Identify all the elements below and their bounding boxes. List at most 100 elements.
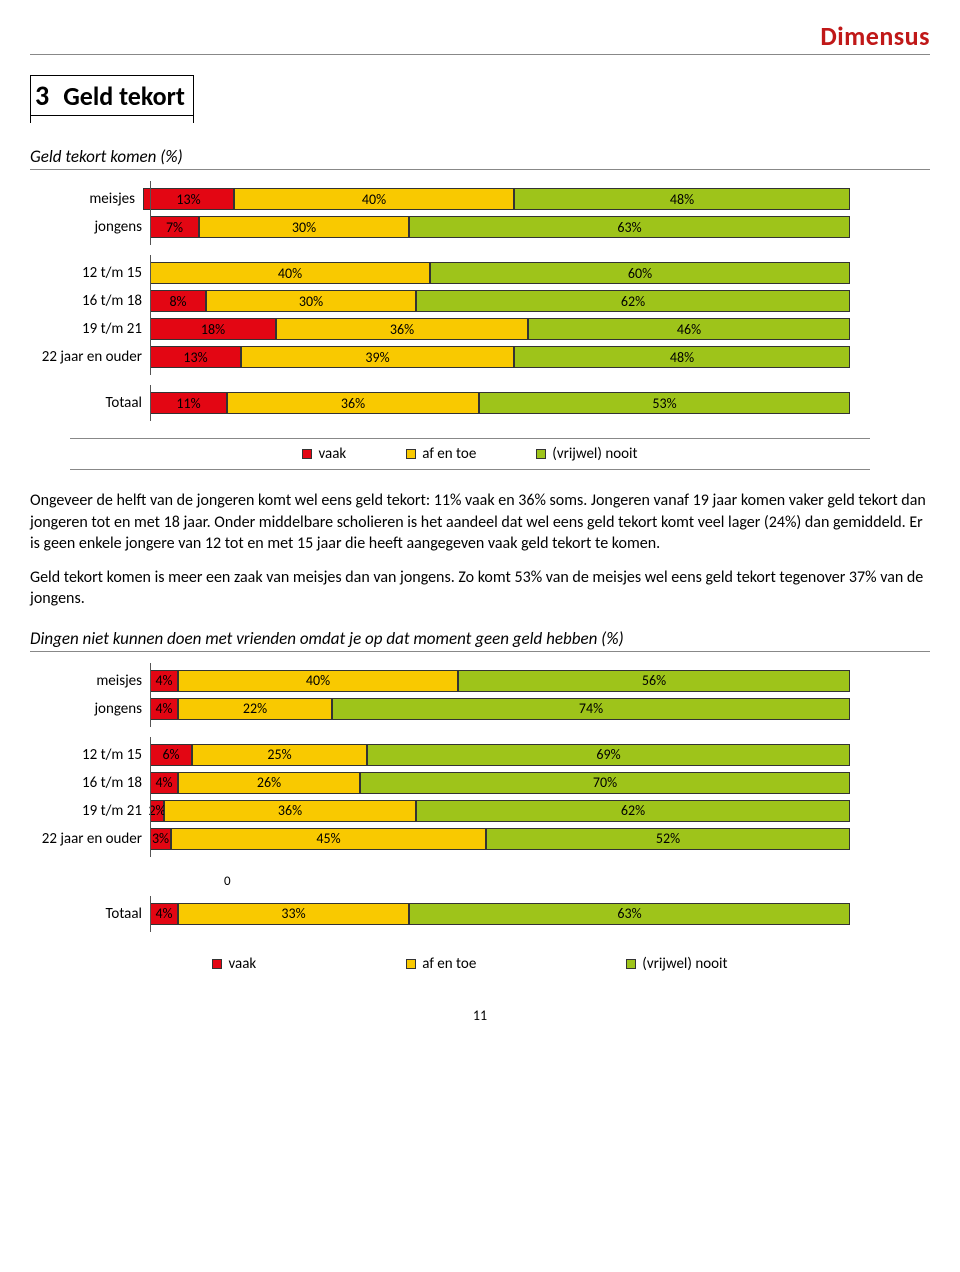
bar-segment: 70%: [360, 772, 850, 794]
bar-row: 16 t/m 188%30%62%: [30, 290, 850, 312]
bar-segment: 11%: [150, 392, 227, 414]
bar-segment: 2%: [150, 800, 164, 822]
bar-segment: 63%: [409, 903, 850, 925]
bar-segment: 40%: [234, 188, 514, 210]
bar-segment: 4%: [150, 698, 178, 720]
legend-item-vaak: vaak: [302, 445, 346, 463]
bar-segment: 22%: [178, 698, 332, 720]
brand-logo: Dimensus: [820, 20, 930, 54]
bar-segment: 53%: [479, 392, 850, 414]
bar-row: 22 jaar en ouder3%45%52%: [30, 828, 850, 850]
bar-row: 12 t/m 156%25%69%: [30, 744, 850, 766]
legend-item-vaak: vaak: [212, 955, 256, 973]
row-label: 12 t/m 15: [30, 264, 150, 282]
bar-row: jongens7%30%63%: [30, 216, 850, 238]
row-label: 22 jaar en ouder: [30, 830, 150, 848]
bar-group: meisjes13%40%48% jongens7%30%63%: [30, 188, 850, 238]
bar-segment: 4%: [150, 903, 178, 925]
row-label: 19 t/m 21: [30, 320, 150, 338]
chart-geld-tekort: Geld tekort komen (%) meisjes13%40%48%jo…: [30, 146, 930, 470]
row-label: 16 t/m 18: [30, 774, 150, 792]
page-number: 11: [30, 1007, 930, 1024]
bar-segment: 25%: [192, 744, 367, 766]
bar-row: Totaal4%33%63%: [30, 903, 850, 925]
bar-row: 16 t/m 184%26%70%: [30, 772, 850, 794]
page-header: Dimensus: [30, 20, 930, 55]
row-label: 16 t/m 18: [30, 292, 150, 310]
bar-segment: 3%: [150, 828, 171, 850]
bar-group: Totaal11%36%53%: [30, 392, 850, 414]
bar-segment: 13%: [150, 346, 241, 368]
bar-segment: 40%: [178, 670, 458, 692]
legend-label: (vrijwel) nooit: [552, 445, 637, 463]
bar-group: 12 t/m 1540%60% 16 t/m 188%30%62% 19 t/m 2…: [30, 262, 850, 368]
legend-label: vaak: [228, 955, 256, 973]
bar-segment: 48%: [514, 346, 850, 368]
bar-row: 19 t/m 212%36%62%: [30, 800, 850, 822]
row-label: 12 t/m 15: [30, 746, 150, 764]
bar-segment: 6%: [150, 744, 192, 766]
chart-legend: vaak af en toe (vrijwel) nooit: [70, 438, 870, 470]
section-title-text: Geld tekort: [63, 80, 185, 112]
bar-group: meisjes4%40%56% jongens4%22%74%: [30, 670, 850, 720]
bar-segment: 45%: [171, 828, 486, 850]
row-label: 22 jaar en ouder: [30, 348, 150, 366]
bar-segment: 36%: [164, 800, 416, 822]
bar-segment: 13%: [143, 188, 234, 210]
row-label: 19 t/m 21: [30, 802, 150, 820]
section-heading: 3 Geld tekort: [30, 75, 930, 116]
bar-row: 19 t/m 2118%36%46%: [30, 318, 850, 340]
row-label: meisjes: [30, 672, 150, 690]
bar-segment: 40%: [150, 262, 430, 284]
row-label: jongens: [30, 218, 150, 236]
bar-segment: 36%: [227, 392, 479, 414]
row-label: jongens: [30, 700, 150, 718]
row-label: Totaal: [30, 905, 150, 923]
bar-segment: 48%: [514, 188, 850, 210]
chart-title: Dingen niet kunnen doen met vrienden omd…: [30, 628, 930, 652]
bar-row: 22 jaar en ouder13%39%48%: [30, 346, 850, 368]
legend-item-afentoe: af en toe: [406, 955, 476, 973]
bar-row: meisjes4%40%56%: [30, 670, 850, 692]
bar-segment: 60%: [430, 262, 850, 284]
bar-row: jongens4%22%74%: [30, 698, 850, 720]
bar-segment: 63%: [409, 216, 850, 238]
bar-segment: 18%: [150, 318, 276, 340]
bar-segment: 33%: [178, 903, 409, 925]
axis-zero-label: 0: [224, 874, 850, 889]
paragraph: Geld tekort komen is meer een zaak van m…: [30, 567, 930, 610]
bar-segment: 8%: [150, 290, 206, 312]
bar-group: Totaal4%33%63%: [30, 903, 850, 925]
bar-segment: 46%: [528, 318, 850, 340]
legend-item-nooit: (vrijwel) nooit: [536, 445, 637, 463]
legend-label: (vrijwel) nooit: [642, 955, 727, 973]
paragraph: Ongeveer de helft van de jongeren komt w…: [30, 490, 930, 555]
chart-legend: vaak af en toe (vrijwel) nooit: [70, 949, 870, 979]
bar-segment: 26%: [178, 772, 360, 794]
bar-segment: 52%: [486, 828, 850, 850]
bar-group: 12 t/m 156%25%69% 16 t/m 184%26%70% 19 t/m…: [30, 744, 850, 850]
row-label: Totaal: [30, 394, 150, 412]
bar-segment: 7%: [150, 216, 199, 238]
bar-segment: 30%: [199, 216, 409, 238]
legend-label: af en toe: [422, 955, 476, 973]
bar-segment: 56%: [458, 670, 850, 692]
bar-segment: 36%: [276, 318, 528, 340]
legend-label: vaak: [318, 445, 346, 463]
bar-row: 12 t/m 1540%60%: [30, 262, 850, 284]
bar-segment: 30%: [206, 290, 416, 312]
chart-title: Geld tekort komen (%): [30, 146, 930, 170]
legend-label: af en toe: [422, 445, 476, 463]
legend-item-nooit: (vrijwel) nooit: [626, 955, 727, 973]
bar-segment: 39%: [241, 346, 514, 368]
section-number: 3: [35, 78, 49, 113]
legend-item-afentoe: af en toe: [406, 445, 476, 463]
chart-area: meisjes13%40%48%jongens7%30%63%12 t/m 15…: [30, 188, 850, 414]
bar-segment: 69%: [367, 744, 850, 766]
bar-segment: 4%: [150, 670, 178, 692]
bar-segment: 4%: [150, 772, 178, 794]
bar-segment: 62%: [416, 290, 850, 312]
bar-segment: 62%: [416, 800, 850, 822]
row-label: meisjes: [30, 190, 143, 208]
chart-dingen-niet: Dingen niet kunnen doen met vrienden omd…: [30, 628, 930, 979]
